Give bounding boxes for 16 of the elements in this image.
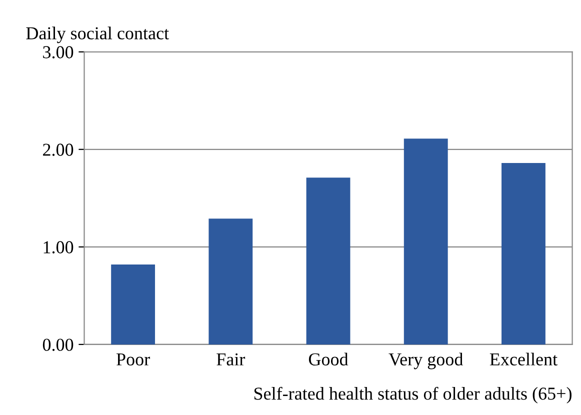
x-tick-label: Very good xyxy=(388,352,464,370)
y-tick-label: 2.00 xyxy=(43,144,74,156)
x-tick-label: Excellent xyxy=(490,352,558,366)
x-axis-title: Self-rated health status of older adults (65+) xyxy=(254,386,572,404)
bar xyxy=(404,138,448,344)
y-tick-label: 3.00 xyxy=(43,46,74,58)
x-tick-label: Good xyxy=(308,352,348,366)
y-tick-label: 0.00 xyxy=(42,338,74,351)
y-tick-label: 1.00 xyxy=(44,241,74,254)
bar xyxy=(502,163,546,344)
bar xyxy=(306,178,350,344)
y-axis-title: Daily social contact xyxy=(26,26,169,44)
x-tick-label: Fair xyxy=(216,353,246,366)
bar xyxy=(111,264,156,344)
x-tick-label: Poor xyxy=(116,353,150,366)
bar xyxy=(208,218,253,344)
